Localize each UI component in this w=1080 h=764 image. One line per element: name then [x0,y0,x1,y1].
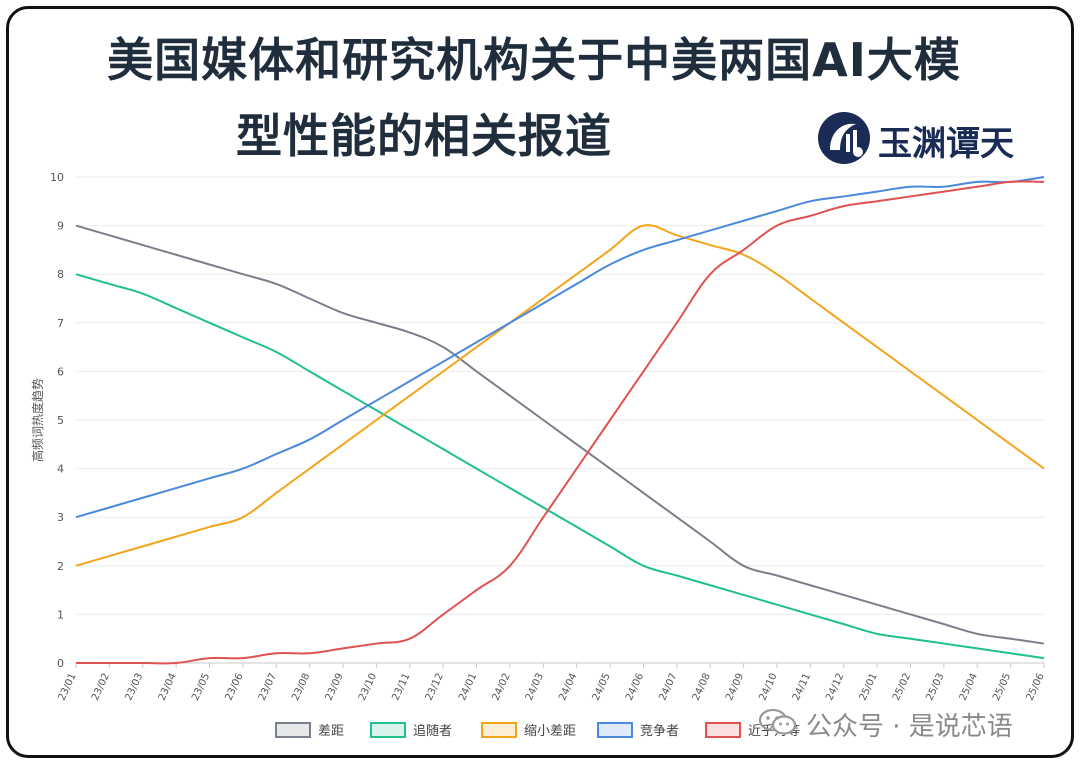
x-tick-label: 24/04 [557,672,579,703]
y-tick-label: 0 [57,657,64,670]
legend-swatch [481,722,517,738]
series-line-3 [75,224,1045,567]
x-tick-label: 24/07 [657,672,679,703]
y-tick-label: 4 [57,463,64,476]
x-tick-label: 24/11 [791,672,813,703]
x-tick-label: 25/02 [891,672,913,703]
wechat-icon [758,708,797,735]
y-tick-label: 5 [57,414,64,427]
y-tick-label: 1 [57,608,64,621]
x-tick-label: 24/06 [624,672,646,703]
x-tick-label: 24/01 [457,672,479,703]
y-axis-label: 高频词热度趋势 [30,378,45,462]
y-tick-label: 10 [50,171,64,184]
brand-name: 玉渊谭天 [878,124,1014,164]
x-tick-label: 23/09 [324,672,346,703]
x-tick-label: 25/05 [991,672,1013,703]
watermark: 公众号 · 是说芯语 [758,706,1058,742]
legend-label: 追随者 [413,723,452,739]
legend-label: 竞争者 [640,723,679,739]
y-tick-label: 7 [57,317,64,330]
series-line-4 [75,176,1045,519]
x-tick-label: 23/04 [157,672,179,703]
x-tick-label: 25/04 [958,672,980,703]
x-tick-label: 25/03 [924,672,946,703]
series-line-2 [75,273,1045,660]
x-tick-label: 23/01 [57,672,79,703]
x-tick-label: 25/06 [1025,672,1047,703]
x-tick-label: 24/03 [524,672,546,703]
x-tick-label: 23/03 [123,672,145,703]
x-tick-label: 23/10 [357,672,379,703]
chart-title-line-2: 型性能的相关报道 [236,109,612,163]
brand-logo: 玉渊谭天 [816,110,1046,166]
legend-label: 缩小差距 [524,723,576,739]
chart-title-line-1: 美国媒体和研究机构关于中美两国AI大模 [107,33,961,87]
y-tick-label: 6 [57,365,64,378]
brand-emblem-icon [818,112,870,164]
x-tick-label: 23/05 [190,672,212,703]
x-tick-label: 24/10 [758,672,780,703]
x-tick-label: 23/07 [257,672,279,703]
x-tick-label: 24/08 [691,672,713,703]
legend-swatch [275,722,311,738]
legend-swatch [597,722,633,738]
y-tick-label: 3 [57,511,64,524]
x-tick-label: 23/02 [90,672,112,703]
x-tick-label: 23/11 [390,672,412,703]
x-tick-label: 25/01 [858,672,880,703]
x-tick-label: 23/08 [290,672,312,703]
x-tick-label: 24/09 [724,672,746,703]
x-tick-label: 24/02 [490,672,512,703]
y-tick-label: 2 [57,560,64,573]
x-tick-label: 24/12 [824,672,846,703]
y-tick-label: 8 [57,268,64,281]
legend-swatch [705,722,741,738]
legend-swatch [370,722,406,738]
figure-frame [6,6,1074,758]
series-line-1 [75,224,1045,645]
legend-label: 差距 [318,724,344,739]
x-tick-label: 23/12 [424,672,446,703]
x-tick-label: 23/06 [223,672,245,703]
series-line-5 [76,180,1045,665]
y-tick-label: 9 [57,220,64,233]
watermark-text: 公众号 · 是说芯语 [806,712,1013,742]
x-tick-label: 24/05 [591,672,613,703]
